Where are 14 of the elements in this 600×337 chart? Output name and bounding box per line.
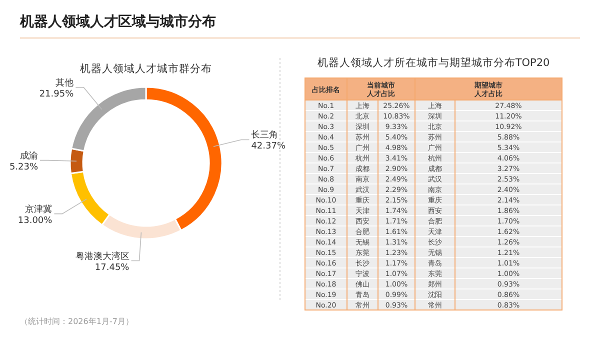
slice-label: 粤港澳大湾区 <box>75 250 130 262</box>
data-label: 5.23% <box>9 162 38 172</box>
data-label: 21.95% <box>39 89 74 100</box>
slice-label: 成渝 <box>20 150 38 162</box>
data-label: 42.37% <box>251 142 286 152</box>
slice-label: 其他 <box>56 77 74 88</box>
slice-label: 京津冀 <box>25 204 52 215</box>
data-label: 17.45% <box>94 262 130 273</box>
chart-title: 机器人领域人才区域与城市分布 <box>19 13 216 30</box>
data-label: 13.00% <box>18 216 53 226</box>
text: （统计时间：2026年1月-7月） <box>20 317 134 326</box>
chart-subtitle: 机器人领域人才城市群分布 <box>80 62 212 75</box>
text: 机器人领域人才所在城市与期望城市分布TOP20 <box>317 56 550 69</box>
slice-label: 长三角 <box>251 130 278 141</box>
